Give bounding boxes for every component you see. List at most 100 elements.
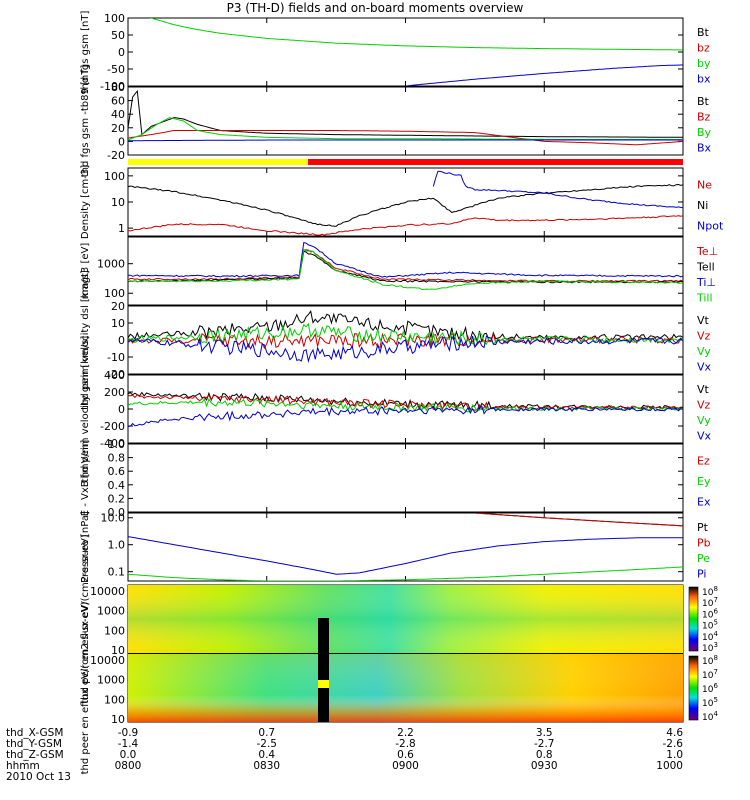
- legend-label: Tell: [696, 260, 715, 273]
- y-axis-label: thd peer en eflux eV/(cm2-s-sr-eV): [80, 602, 91, 775]
- y-axis-label: thd peim velocity gsm [km/s]: [80, 336, 91, 483]
- ion-data-gap: [318, 618, 329, 653]
- y-tick-label: 100: [104, 693, 125, 706]
- y-tick-label: 100: [104, 12, 125, 25]
- y-axis-label: Density [cm-3]: [80, 165, 91, 239]
- footer-value: -2.8: [395, 738, 416, 750]
- y-tick-label: -20: [107, 368, 125, 381]
- legend-label: Ni: [697, 199, 708, 212]
- legend-label: Till: [696, 291, 713, 304]
- y-tick-label: 0.1: [108, 566, 126, 579]
- legend-label: Bz: [697, 110, 711, 123]
- y-tick-label: -50: [107, 63, 125, 76]
- legend-label: by: [697, 57, 711, 70]
- footer-value: 0930: [531, 760, 558, 772]
- y-tick-label: 20: [111, 300, 125, 313]
- y-tick-label: 1000: [97, 674, 125, 687]
- footer-row-label: hhmm: [6, 760, 40, 772]
- colorbar-tick-label: 107: [702, 668, 718, 681]
- y-tick-label: 100: [104, 287, 125, 300]
- mode-bar-fast: [308, 159, 683, 165]
- legend-label: Pb: [697, 536, 711, 549]
- y-tick-label: 10: [111, 713, 125, 726]
- legend-label: Vz: [697, 398, 711, 411]
- series-line-vt: [128, 391, 683, 411]
- legend-label: Vy: [697, 345, 711, 358]
- panel-frame: [127, 86, 684, 156]
- panel-frame: [127, 443, 684, 513]
- footer-row-label: thd_X-GSM: [6, 727, 63, 739]
- date-label: 2010 Oct 13: [6, 771, 71, 783]
- footer: thd_X-GSMthd_Y-GSMthd_Z-GSMhhmm-0.9-1.40…: [6, 727, 683, 783]
- panel-frame: [127, 512, 684, 582]
- colorbar-tick-label: 105: [702, 619, 718, 632]
- legend-label: bz: [697, 41, 710, 54]
- legend-label: Pi: [697, 567, 706, 580]
- y-tick-label: 10: [111, 644, 125, 657]
- y-tick-label: 400: [104, 369, 125, 382]
- colorbar-tick-label: 104: [702, 710, 718, 723]
- footer-value: 0.4: [258, 749, 275, 761]
- series-group: [149, 18, 683, 86]
- legend-label: Ez: [697, 454, 710, 467]
- footer-value: 0900: [392, 760, 419, 772]
- series-line-vz: [128, 394, 683, 411]
- series-line-ne: [128, 215, 683, 236]
- footer-value: 0800: [115, 760, 142, 772]
- legend-label: Ne: [697, 178, 712, 191]
- y-tick-label: 0: [118, 403, 125, 416]
- series-line-vx: [128, 335, 683, 363]
- series-line-ni: [128, 183, 683, 227]
- panel-4: 1000 100 magt3 [eV] Te⊥ Tell Ti⊥ Till: [80, 236, 718, 306]
- series-line-pb: [474, 513, 683, 527]
- panel-1: 100 50 0 -50 -100 thd fgs gsm [nT] Bt bz by bx: [80, 11, 711, 94]
- footer-value: 1000: [656, 760, 683, 772]
- y-tick-label: 0.4: [108, 479, 126, 492]
- y-axis-label: magt3 [eV]: [80, 243, 91, 300]
- electron-data-gap-bottom: [318, 688, 329, 722]
- series-line-bz: [128, 130, 683, 146]
- footer-row-label: thd_Z-GSM: [6, 749, 64, 761]
- y-tick-label: 200: [104, 386, 125, 399]
- y-tick-label: 1.0: [108, 438, 126, 451]
- legend-label: Vx: [697, 360, 712, 373]
- legend-label: Vt: [697, 383, 710, 396]
- y-tick-label: 80: [111, 81, 125, 94]
- legend-label: Ex: [697, 496, 711, 509]
- y-tick-label: 1.0: [108, 539, 126, 552]
- y-tick-label: -200: [100, 420, 125, 433]
- footer-value: 1.0: [666, 749, 683, 761]
- colorbar-tick-label: 106: [702, 682, 718, 695]
- series-line-npot: [432, 170, 683, 209]
- y-tick-label: -400: [100, 437, 125, 450]
- series-group: [128, 241, 683, 291]
- colorbar-tick-label: 104: [702, 630, 718, 643]
- y-tick-label: 10000: [90, 654, 125, 667]
- y-tick-label: 0.2: [108, 492, 126, 505]
- series-line-bx: [405, 64, 683, 86]
- colorbar-tick-label: 108: [702, 654, 718, 667]
- legend-label: Npot: [697, 220, 724, 233]
- footer-value: 4.6: [666, 727, 683, 739]
- legend-label: Vy: [697, 414, 711, 427]
- electron-colorbar: [688, 655, 699, 721]
- series-line-vy: [128, 397, 683, 413]
- y-axis-label: thd peim velocity dsl [km/s]: [80, 270, 91, 410]
- electron-spectrogram: [128, 654, 683, 722]
- y-axis-label: Pressure [nPa]: [80, 511, 91, 583]
- panel-frame: [127, 236, 684, 306]
- series-line-till: [128, 248, 683, 291]
- series-line-bx: [128, 139, 683, 142]
- electron-data-gap-top: [318, 654, 329, 680]
- series-line-te⊥: [128, 249, 683, 283]
- colorbar-tick-label: 108: [702, 585, 718, 598]
- y-tick-label: 1000: [97, 258, 125, 271]
- y-tick-label: 100: [104, 170, 125, 183]
- y-tick-label: 10: [111, 317, 125, 330]
- legend-label: Pe: [697, 552, 710, 565]
- y-tick-label: 40: [111, 108, 125, 121]
- y-tick-label: 10000: [90, 585, 125, 598]
- footer-value: -1.4: [118, 738, 139, 750]
